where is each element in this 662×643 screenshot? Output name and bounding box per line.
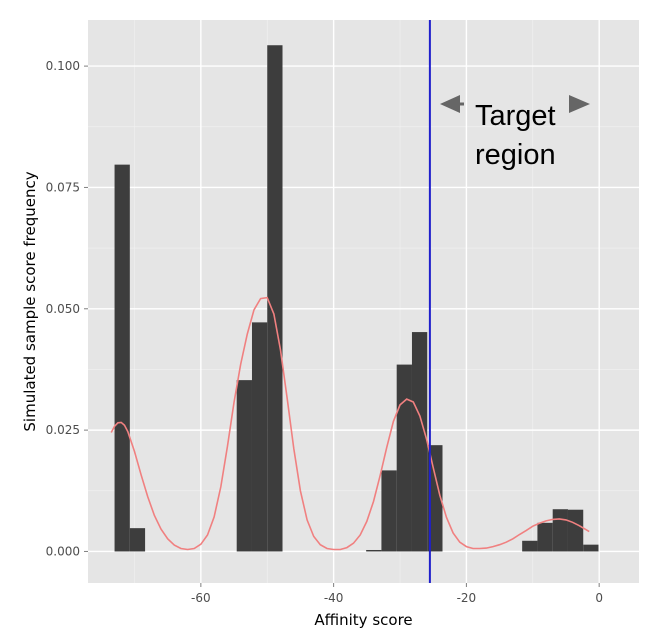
y-tick-label: 0.050 xyxy=(46,302,80,316)
y-tick-label: 0.025 xyxy=(46,423,80,437)
plot-panel xyxy=(88,20,639,583)
histogram-bar xyxy=(267,45,283,552)
histogram-bar xyxy=(583,544,599,552)
histogram-bar xyxy=(381,470,397,552)
target-region-annotation: Target region xyxy=(440,95,590,171)
histogram-bar xyxy=(251,322,268,552)
y-tick-label: 0.075 xyxy=(46,180,80,194)
x-axis-title: Affinity score xyxy=(314,611,412,629)
histogram-bar xyxy=(236,380,252,552)
left-arrow-icon xyxy=(440,95,460,113)
target-label-line1: Target xyxy=(475,100,556,132)
x-tick-label: 0 xyxy=(595,591,603,605)
histogram-bar xyxy=(411,332,428,552)
histogram-bar xyxy=(114,164,130,552)
histogram-bars xyxy=(114,45,599,552)
histogram-bar xyxy=(567,509,584,552)
histogram-bar xyxy=(396,364,412,552)
y-tick-label: 0.100 xyxy=(46,59,80,73)
histogram-bar xyxy=(366,549,382,552)
histogram-bar xyxy=(522,540,538,552)
histogram-bar xyxy=(552,509,568,552)
target-label-line2: region xyxy=(475,139,556,171)
x-tick-label: -20 xyxy=(457,591,477,605)
x-tick-label: -60 xyxy=(191,591,211,605)
histogram-bar xyxy=(537,522,553,552)
x-tick-label: -40 xyxy=(324,591,344,605)
right-arrow-icon xyxy=(569,95,590,113)
histogram-bar xyxy=(427,445,443,552)
y-tick-label: 0.000 xyxy=(46,544,80,558)
density-curve xyxy=(110,296,590,551)
axis-ticks: -60 -40 -20 0 0.000 0.025 0.050 0.075 0.100 xyxy=(46,59,603,605)
y-axis-title: Simulated sample score frequency xyxy=(21,171,39,431)
histogram-bar xyxy=(129,528,146,552)
